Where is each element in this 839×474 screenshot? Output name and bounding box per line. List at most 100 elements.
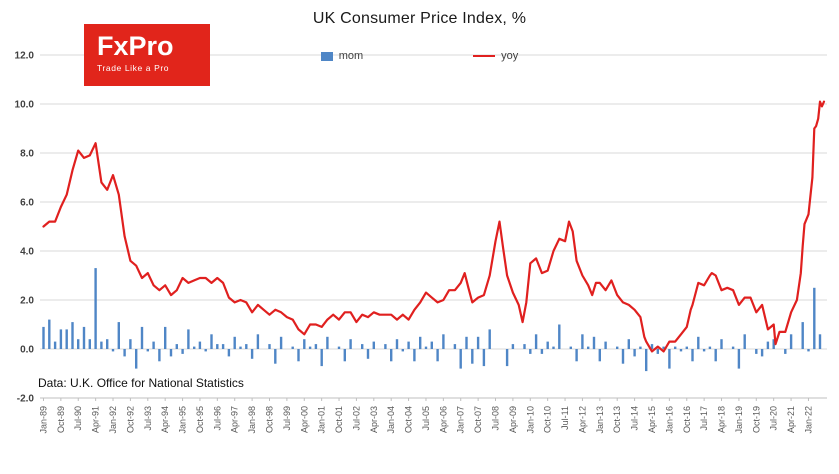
legend-item-yoy: yoy: [473, 50, 518, 62]
x-tick-label: Apr-18: [717, 406, 727, 433]
mom-bar: [198, 341, 202, 349]
mom-bar: [181, 349, 184, 354]
mom-bar: [326, 336, 329, 350]
x-tick-label: Jan-07: [456, 406, 466, 434]
mom-bar: [48, 319, 51, 349]
fxpro-logo: FxPro Trade Like a Pro: [84, 24, 210, 86]
yoy-line-swatch-icon: [473, 55, 496, 57]
mom-bar: [94, 268, 97, 349]
mom-bar: [482, 349, 486, 367]
mom-bar: [558, 324, 561, 349]
mom-bar: [784, 349, 787, 354]
y-tick-label: 12.0: [15, 51, 35, 62]
x-tick-label: Oct-13: [612, 406, 622, 433]
x-tick-label: Jan-95: [178, 406, 188, 434]
mom-bar: [320, 349, 323, 367]
x-tick-label: Apr-03: [369, 406, 379, 433]
x-tick-label: Jan-01: [317, 406, 327, 434]
mom-bar: [77, 339, 80, 349]
legend-label-mom: mom: [338, 50, 364, 62]
mom-bar: [523, 344, 526, 349]
y-tick-label: 10.0: [15, 100, 35, 111]
mom-bar: [714, 349, 717, 362]
x-tick-label: Apr-12: [577, 406, 587, 433]
mom-bar: [384, 344, 387, 349]
chart-title: UK Consumer Price Index, %: [312, 10, 527, 27]
mom-bar: [245, 344, 248, 349]
mom-bar: [691, 349, 694, 362]
mom-bar: [731, 346, 735, 349]
mom-bar: [349, 339, 352, 349]
x-tick-label: Oct-16: [682, 406, 692, 433]
y-tick-label: 2.0: [20, 296, 34, 307]
x-tick-label: Apr-09: [508, 406, 518, 433]
x-tick-label: Apr-00: [299, 406, 309, 433]
x-tick-label: Jan-13: [595, 406, 605, 434]
mom-bar: [337, 346, 341, 349]
mom-bar: [111, 349, 115, 352]
mom-bar: [279, 336, 283, 350]
mom-bar: [772, 339, 775, 349]
mom-bar: [621, 349, 625, 364]
mom-bar: [164, 326, 167, 349]
mom-bar: [737, 349, 741, 369]
mom-bar: [569, 346, 572, 349]
mom-bar: [135, 349, 138, 369]
yoy-line: [42, 100, 826, 353]
mom-bar: [413, 349, 416, 362]
x-tick-label: Apr-97: [230, 406, 240, 433]
mom-bar: [685, 346, 688, 349]
mom-bar: [702, 349, 706, 352]
mom-bar: [88, 339, 91, 349]
x-tick-label: Apr-21: [786, 406, 796, 433]
mom-bar: [274, 349, 277, 364]
mom-bar: [818, 334, 822, 349]
mom-bar: [140, 326, 144, 349]
mom-bar: [616, 346, 619, 349]
mom-bar: [436, 349, 439, 362]
mom-bar: [471, 349, 474, 364]
mom-bar: [53, 341, 57, 349]
mom-bar: [505, 349, 509, 367]
mom-bar: [465, 336, 468, 350]
legend-label-yoy: yoy: [501, 50, 519, 62]
mom-bar: [801, 322, 804, 349]
mom-bar: [158, 349, 161, 362]
mom-bar: [210, 334, 213, 349]
x-tick-label: Jul-05: [421, 406, 431, 431]
x-tick-label: Apr-15: [647, 406, 657, 433]
mom-bar: [343, 349, 346, 362]
data-source-note: Data: U.K. Office for National Statistic…: [38, 376, 244, 390]
mom-bar: [233, 336, 236, 350]
mom-bar: [303, 339, 306, 349]
mom-bar: [598, 349, 601, 362]
x-tick-label: Jul-17: [699, 406, 709, 431]
x-tick-label: Jul-99: [282, 406, 292, 431]
mom-bar: [106, 339, 109, 349]
mom-bar: [789, 334, 793, 349]
mom-bar: [720, 339, 723, 349]
mom-bar: [221, 344, 225, 349]
mom-bar: [453, 344, 457, 349]
x-tick-label: Jul-02: [351, 406, 361, 431]
mom-bar: [766, 341, 770, 349]
logo-tagline: Trade Like a Pro: [97, 63, 170, 73]
y-tick-label: 8.0: [20, 149, 34, 160]
mom-bar: [540, 349, 544, 354]
mom-bar: [250, 349, 254, 359]
x-tick-label: Oct-92: [125, 406, 135, 433]
x-tick-label: Jan-22: [803, 406, 813, 434]
mom-bar: [604, 341, 607, 349]
x-tick-label: Oct-89: [56, 406, 66, 433]
mom-bar: [256, 334, 260, 349]
x-tick-label: Jan-16: [664, 406, 674, 434]
mom-bar: [442, 334, 445, 349]
mom-bar: [424, 346, 428, 349]
mom-bar: [552, 346, 555, 349]
mom-bar: [314, 344, 318, 349]
mom-bar: [639, 346, 642, 349]
legend-item-mom: mom: [320, 50, 364, 62]
mom-bar: [216, 344, 219, 349]
mom-bar: [674, 346, 677, 349]
